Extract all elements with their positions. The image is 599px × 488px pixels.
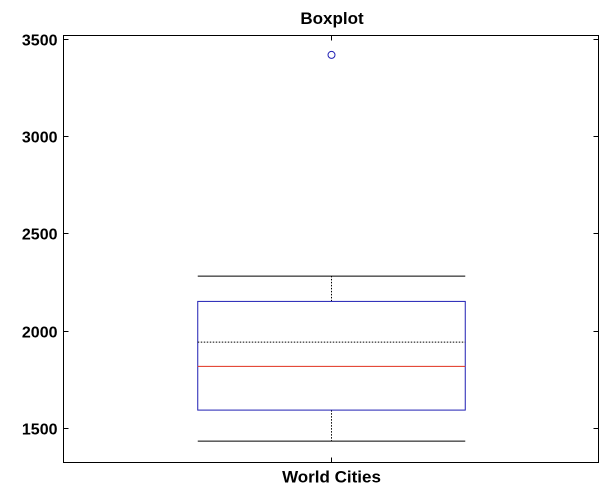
y-tick-label: 2000 xyxy=(22,325,58,342)
y-tick-label: 1500 xyxy=(22,422,58,439)
box-group xyxy=(197,50,466,442)
x-axis: World Cities xyxy=(282,35,381,487)
y-tick-label: 3500 xyxy=(22,33,58,50)
x-category-label: World Cities xyxy=(282,468,381,487)
iqr-box xyxy=(197,300,466,411)
plot-frame xyxy=(63,35,599,463)
y-tick-label: 2500 xyxy=(22,227,58,244)
y-axis: 1500 2000 2500 3000 3500 xyxy=(22,33,599,439)
chart-title: Boxplot xyxy=(300,9,364,28)
outlier-point xyxy=(327,50,336,59)
y-tick-label: 3000 xyxy=(22,130,58,147)
